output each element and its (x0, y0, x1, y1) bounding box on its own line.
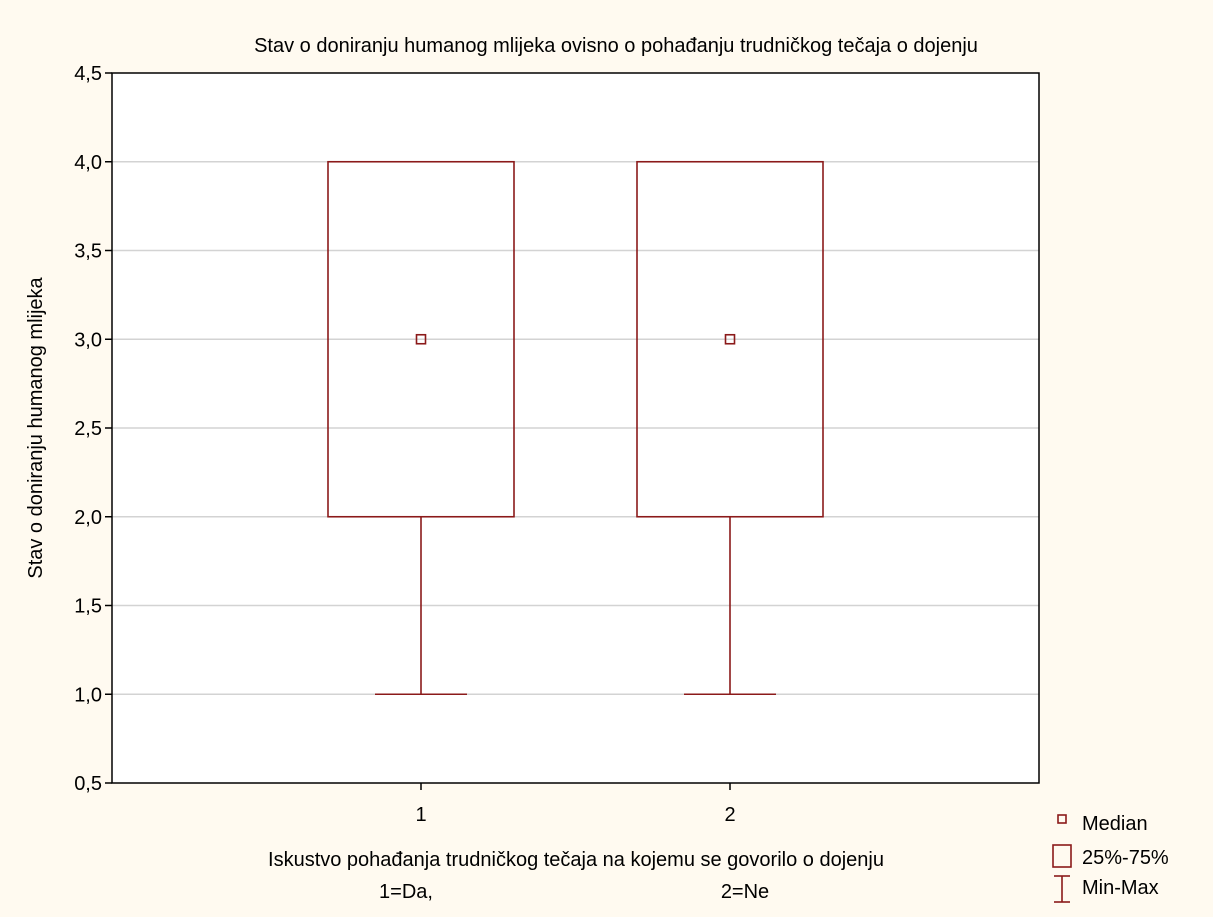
chart-title: Stav o doniranju humanog mlijeka ovisno … (254, 35, 978, 57)
x-axis-label: Iskustvo pohađanja trudničkog tečaja na … (268, 849, 884, 871)
data-series (327, 160, 824, 696)
y-tick-label-3: 2,0 (74, 507, 102, 529)
x-tick-label-0: 1 (415, 804, 426, 826)
grid-lines (112, 161, 1039, 695)
median-marker-1 (415, 333, 427, 345)
box-group-2 (636, 160, 824, 696)
y-axis-label: Stav o doniranju humanog mlijeka (25, 276, 47, 578)
y-tick-label-6: 3,5 (74, 241, 102, 263)
y-tick-label-5: 3,0 (74, 329, 102, 351)
iqr-box-2 (636, 160, 824, 518)
legend-median-icon (1057, 814, 1067, 824)
x-axis-label-code-2: 2=Ne (721, 881, 769, 903)
axes: 0,5 1,0 1,5 2,0 2,5 3,0 3,5 4,0 4,5 1 2 (74, 63, 735, 826)
iqr-box-1 (327, 160, 515, 518)
median-marker-2 (724, 333, 736, 345)
y-tick-label-8: 4,5 (74, 63, 102, 85)
legend-label-box: 25%-75% (1082, 847, 1169, 869)
legend: Median 25%-75% Min-Max (1052, 813, 1169, 903)
legend-label-median: Median (1082, 813, 1148, 835)
y-tick-label-1: 1,0 (74, 684, 102, 706)
y-tick-label-0: 0,5 (74, 773, 102, 795)
box-group-1 (327, 160, 515, 696)
y-tick-label-7: 4,0 (74, 152, 102, 174)
x-axis-label-code-1: 1=Da, (379, 881, 433, 903)
y-tick-label-2: 1,5 (74, 596, 102, 618)
legend-label-whisker: Min-Max (1082, 877, 1159, 899)
legend-whisker-icon (1054, 875, 1070, 903)
y-tick-label-4: 2,5 (74, 418, 102, 440)
legend-box-icon (1052, 844, 1072, 868)
x-tick-label-1: 2 (724, 804, 735, 826)
